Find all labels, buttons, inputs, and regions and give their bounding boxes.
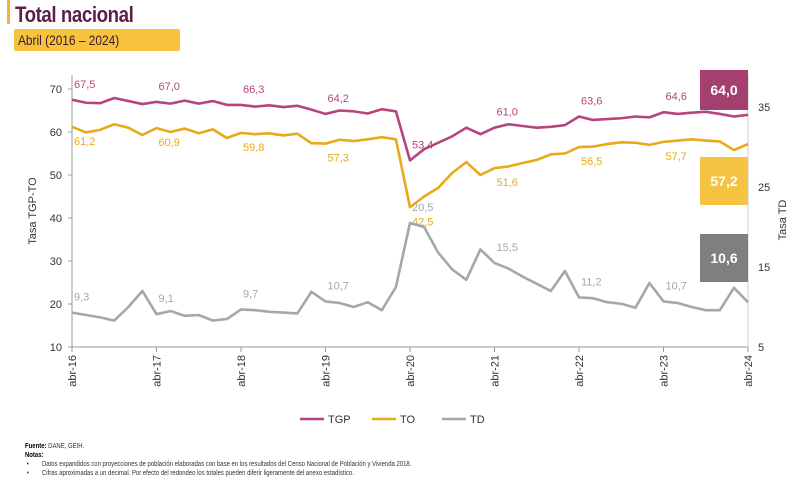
data-label-to: 57,3 bbox=[328, 153, 349, 165]
last-value-tgp: 64,0 bbox=[710, 82, 737, 98]
x-tick-label: abr-19 bbox=[321, 355, 333, 387]
legend-label-to: TO bbox=[400, 414, 416, 426]
title-accent-bar bbox=[7, 0, 10, 24]
data-label-to: 61,2 bbox=[74, 136, 95, 148]
data-label-td: 9,7 bbox=[243, 288, 258, 300]
last-value-td: 10,6 bbox=[710, 250, 737, 266]
y-tick-label: 20 bbox=[50, 299, 62, 311]
data-label-tgp: 64,6 bbox=[666, 91, 687, 103]
x-tick-label: abr-17 bbox=[152, 355, 164, 387]
x-tick-label: abr-20 bbox=[405, 355, 417, 387]
last-value-box-to bbox=[700, 157, 748, 205]
series-line-to bbox=[71, 122, 749, 209]
note-item: Cifras aproximadas a un decimal. Por efe… bbox=[25, 469, 411, 478]
last-value-box-tgp bbox=[700, 70, 748, 110]
data-label-to: 51,6 bbox=[497, 177, 518, 189]
y-tick-label: 60 bbox=[50, 127, 62, 139]
data-label-to: 56,5 bbox=[581, 156, 602, 168]
data-label-td: 20,5 bbox=[412, 202, 433, 214]
data-label-to: 57,7 bbox=[666, 151, 687, 163]
x-tick-label: abr-16 bbox=[67, 355, 79, 387]
y2-tick-label: 15 bbox=[758, 262, 770, 274]
data-label-to: 60,9 bbox=[159, 137, 180, 149]
data-label-td: 11,2 bbox=[581, 276, 602, 288]
data-label-tgp: 53,4 bbox=[412, 139, 433, 151]
data-label-to: 59,8 bbox=[243, 142, 264, 154]
notes: Fuente: DANE, GEIH. Notas: Datos expandi… bbox=[25, 442, 411, 478]
data-label-tgp: 63,6 bbox=[581, 96, 602, 108]
line-chart: 10 20 30 40 50 60 70 5 15 25 35 abr-16 abr-17 abr-18 a… bbox=[27, 70, 789, 426]
y-tick-label: 50 bbox=[50, 170, 62, 182]
series-line-td bbox=[71, 221, 749, 322]
last-value-to: 57,2 bbox=[710, 173, 737, 189]
x-tick-label: abr-22 bbox=[574, 355, 586, 387]
legend-label-tgp: TGP bbox=[328, 414, 351, 426]
last-value-box-td bbox=[700, 234, 748, 282]
y-axis-title: Tasa TGP-TO bbox=[27, 177, 39, 245]
data-label-tgp: 67,0 bbox=[159, 81, 180, 93]
legend-label-td: TD bbox=[470, 414, 485, 426]
data-label-tgp: 61,0 bbox=[497, 107, 518, 119]
y2-tick-label: 25 bbox=[758, 182, 770, 194]
data-label-td: 9,1 bbox=[159, 293, 174, 305]
x-tick-label: abr-18 bbox=[236, 355, 248, 387]
data-label-td: 9,3 bbox=[74, 292, 89, 304]
y-tick-label: 30 bbox=[50, 256, 62, 268]
source-label: Fuente: bbox=[25, 443, 47, 450]
y-tick-label: 40 bbox=[50, 213, 62, 225]
subtitle-text: Abril (2016 – 2024) bbox=[18, 32, 120, 48]
x-tick-label: abr-21 bbox=[490, 355, 502, 387]
data-label-tgp: 67,5 bbox=[74, 79, 95, 91]
note-item: Datos expandidos con proyecciones de pob… bbox=[25, 460, 412, 469]
y2-tick-label: 35 bbox=[758, 102, 770, 114]
y-tick-label: 10 bbox=[50, 342, 62, 354]
x-tick-label: abr-24 bbox=[743, 355, 755, 387]
data-label-td: 15,5 bbox=[497, 242, 518, 254]
y-tick-label: 70 bbox=[50, 84, 62, 96]
subtitle-badge: Abril (2016 – 2024) bbox=[14, 29, 180, 51]
y2-axis-title: Tasa TD bbox=[777, 200, 789, 241]
data-label-tgp: 64,2 bbox=[328, 93, 349, 105]
data-label-td: 10,7 bbox=[666, 280, 687, 292]
notes-label: Notas: bbox=[25, 452, 44, 459]
page-title: Total nacional bbox=[15, 2, 134, 27]
data-label-td: 10,7 bbox=[328, 280, 349, 292]
series-line-tgp bbox=[71, 96, 749, 162]
y2-tick-label: 5 bbox=[758, 342, 764, 354]
x-tick-label: abr-23 bbox=[659, 355, 671, 387]
data-label-tgp: 66,3 bbox=[243, 84, 264, 96]
source-text: DANE, GEIH. bbox=[46, 443, 85, 450]
